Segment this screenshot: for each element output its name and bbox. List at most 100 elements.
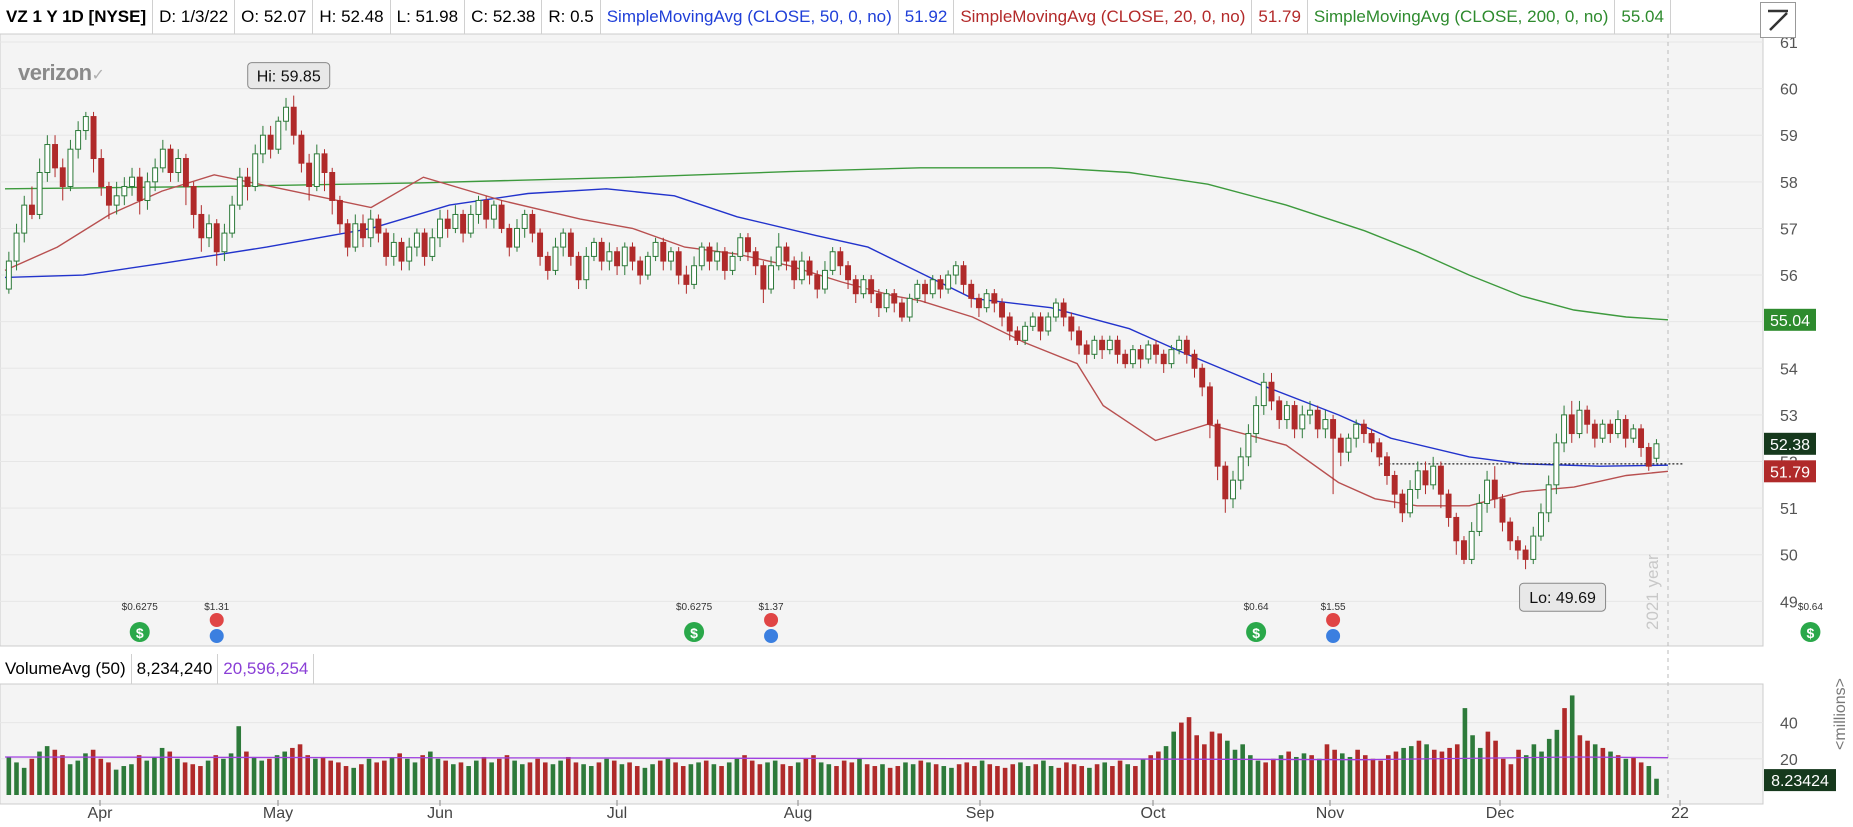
candle [82, 111, 89, 140]
volume-bar [1416, 740, 1422, 795]
lightbulb-icon [1326, 629, 1341, 643]
candle-body [82, 116, 89, 132]
candle [313, 144, 320, 192]
open-label: O: 52.07 [235, 0, 314, 34]
candle-body [1568, 414, 1575, 435]
candle [814, 270, 821, 299]
candle-body [621, 246, 628, 267]
volume-bar [1217, 733, 1222, 795]
candle-body [683, 274, 690, 285]
volume-bar [887, 767, 893, 795]
candle [1307, 400, 1313, 425]
candle-body [1614, 419, 1621, 435]
low-label: L: 51.98 [391, 0, 466, 34]
volume-bar [1393, 751, 1399, 795]
candle-body [1307, 409, 1313, 416]
candle-body [490, 204, 497, 220]
volume-bar [37, 751, 42, 795]
volume-bar [1646, 766, 1652, 795]
candle [737, 233, 744, 262]
volume-bar [979, 760, 985, 795]
candle-body [1437, 465, 1444, 495]
candle-body [283, 106, 289, 122]
candle-body [190, 185, 197, 215]
candle-body [213, 223, 220, 253]
candle [1568, 400, 1575, 443]
candle-body [883, 293, 890, 309]
sma50-label[interactable]: SimpleMovingAvg (CLOSE, 50, 0, no) [601, 0, 899, 34]
candle [760, 261, 767, 304]
candle [1037, 312, 1044, 341]
candle-body [1630, 428, 1637, 439]
candle [1599, 419, 1606, 443]
candle-body [236, 176, 243, 206]
candle-body [1168, 349, 1175, 365]
lightbulb-icon [209, 629, 224, 643]
volume-bar [949, 767, 954, 795]
candle [406, 237, 413, 271]
candle-body [875, 293, 882, 309]
volume-bar [788, 766, 793, 795]
volume-bar [328, 760, 334, 795]
candle-body [845, 265, 852, 281]
candle-body [937, 279, 944, 290]
volume-bar [290, 747, 295, 795]
volume-bar [1010, 764, 1016, 795]
candle-body [198, 213, 205, 239]
candle [644, 251, 651, 280]
candle [821, 261, 828, 294]
volume-bar [136, 755, 142, 795]
candle [698, 242, 705, 271]
candle [1461, 536, 1467, 565]
dollar-circle-icon [1246, 622, 1267, 642]
volume-bar [98, 758, 104, 795]
candle-body [1206, 386, 1213, 425]
symbol-label[interactable]: VZ 1 Y 1D [NYSE] [0, 0, 154, 34]
candle-body [1299, 414, 1306, 430]
volume-bar [1654, 778, 1659, 795]
sma200-label[interactable]: SimpleMovingAvg (CLOSE, 200, 0, no) [1308, 0, 1616, 34]
volume-bar [267, 758, 272, 795]
volume-bar [198, 766, 203, 795]
candle [13, 223, 20, 271]
candle-body [552, 246, 559, 271]
candle-body [1345, 437, 1352, 453]
candle-body [960, 265, 967, 285]
candle [960, 261, 967, 294]
candle-body [383, 232, 390, 257]
candle-body [952, 265, 959, 276]
candle-body [1014, 330, 1021, 341]
volume-bar [826, 764, 832, 795]
candle [1214, 419, 1221, 481]
year-marker-label: 2021 year [1643, 554, 1662, 630]
drawing-tool-icon[interactable] [1760, 2, 1796, 38]
candle [383, 228, 390, 266]
candle-body [829, 251, 836, 271]
lo-callout-box [1519, 582, 1607, 612]
volume-bar [818, 762, 824, 795]
candle [552, 237, 559, 276]
volume-bar [1094, 764, 1100, 795]
volume-bar [933, 764, 939, 795]
volume-avg-label[interactable]: VolumeAvg (50) [0, 654, 132, 684]
volume-header: VolumeAvg (50) 8,234,240 20,596,254 [0, 654, 315, 684]
candle-body [1530, 535, 1537, 560]
candle [968, 279, 975, 308]
candle [1122, 349, 1129, 369]
volume-bar [52, 749, 58, 795]
candle [5, 251, 12, 294]
candle-body [1491, 479, 1498, 500]
candle [267, 125, 274, 159]
volume-bar [1424, 744, 1429, 795]
volume-bar [67, 764, 73, 795]
volume-bar [841, 760, 847, 795]
candle [914, 279, 921, 304]
candle-body [775, 246, 782, 267]
sma20-label[interactable]: SimpleMovingAvg (CLOSE, 20, 0, no) [954, 0, 1253, 34]
volume-bar [14, 762, 19, 795]
candle [298, 130, 305, 173]
candle-body [59, 167, 66, 187]
candle [1183, 335, 1190, 364]
volume-bar [1248, 755, 1253, 795]
volume-bar [581, 764, 586, 795]
